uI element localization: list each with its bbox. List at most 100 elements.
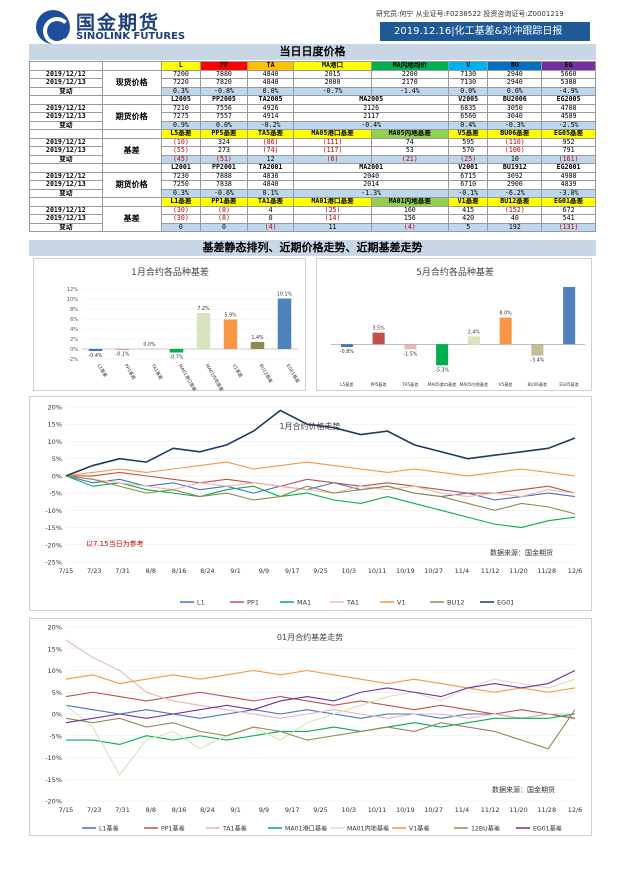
- x-tick-label: 11/4: [455, 567, 470, 575]
- chart-jan-basis-trend: -20% -15% -10% -5% 0% 5% 10% 15% 20% 7/15 7/23 7/31…: [45, 624, 582, 833]
- series-line: [65, 409, 576, 477]
- data-label: -1.5%: [403, 351, 417, 357]
- bar: [142, 349, 157, 350]
- legend-label: MA01港口基差: [285, 825, 327, 833]
- table-cell: (4): [370, 222, 449, 232]
- table-cell: 7880: [200, 69, 248, 79]
- table-header-cell: PP1基差: [200, 197, 248, 207]
- row-label: 变动: [29, 86, 103, 96]
- table-cell: 0.3%: [160, 86, 202, 96]
- x-tick-label: TA5基差: [401, 381, 418, 387]
- bar: [563, 287, 576, 345]
- y-tick-label: -10%: [45, 507, 62, 515]
- table-corner-cell: [29, 197, 103, 207]
- table-cell: (152): [487, 205, 543, 215]
- table-cell: 0: [200, 222, 248, 232]
- table-header-cell: L1基差: [160, 197, 202, 207]
- registration-info: 研究员:何宁 从业证号:F0238522 投资咨询证号:Z0001219: [376, 10, 564, 18]
- table-cell: 192: [487, 222, 543, 232]
- table-cell: -0.6%: [200, 188, 248, 198]
- data-label: -0.7%: [170, 355, 184, 361]
- series-line: [65, 670, 576, 724]
- group-label: 现货价格: [101, 69, 162, 96]
- table-header-cell: TA2001: [246, 163, 295, 173]
- y-tick-label: 2%: [70, 337, 78, 343]
- table-cell: 7200: [160, 69, 202, 79]
- table-cell: 4836: [246, 171, 295, 181]
- legend-label: BU12: [447, 599, 465, 607]
- group-label: 基差: [101, 205, 162, 232]
- legend-label: PP1: [247, 599, 259, 607]
- table-header-cell: EG2005: [541, 95, 596, 105]
- x-tick-label: BU06基差: [528, 381, 548, 387]
- bar: [404, 344, 417, 350]
- table-cell: -0.4%: [293, 120, 449, 130]
- x-tick-label: 10/3: [341, 567, 356, 575]
- x-tick-label: 7/15: [59, 806, 74, 814]
- table-row: 2019/12/12 基差 (10) 324 (86) (111) 74 595 (110) 95…: [29, 137, 596, 164]
- table-cell: 2014: [293, 180, 449, 190]
- x-tick-label: EG05基差: [559, 381, 579, 387]
- x-tick-label: 10/19: [396, 806, 415, 814]
- row-label: 2019/12/12: [29, 137, 103, 147]
- chart-title: 1月合约价格走势: [279, 421, 340, 431]
- table-header-cell: MA05内地基差: [370, 129, 449, 139]
- table-cell: 791: [541, 146, 596, 156]
- table-cell: -6.2%: [487, 188, 543, 198]
- y-tick-label: -2%: [68, 357, 78, 363]
- table-cell: 2040: [293, 171, 449, 181]
- section-daily-price: 当日日度价格: [29, 44, 596, 60]
- table-cell: 3050: [487, 103, 543, 113]
- table-cell: (8): [200, 214, 248, 224]
- table-corner-cell: [29, 95, 103, 105]
- table-row: 2019/12/12 期货价格 7230 7888 4836 2040 6715 3092 49…: [29, 171, 596, 198]
- y-tick-label: -20%: [45, 541, 62, 549]
- x-tick-label: 7/31: [115, 806, 130, 814]
- table-cell: -0.7%: [293, 86, 372, 96]
- x-tick-label: 7/23: [87, 567, 102, 575]
- x-tick-label: BU12基差: [258, 363, 275, 385]
- table-corner-cell: [29, 163, 103, 173]
- table-header-cell: BU06基差: [487, 129, 543, 139]
- table-cell: (6): [293, 154, 372, 164]
- table-cell: 7820: [200, 78, 248, 88]
- table-header-cell: L2001: [160, 163, 202, 173]
- x-tick-label: 7/23: [87, 806, 102, 814]
- table-header-cell: MA05港口基差: [293, 129, 372, 139]
- x-tick-label: L5基差: [340, 381, 353, 387]
- table-header-cell: MA港口: [293, 61, 372, 71]
- x-tick-label: 7/31: [115, 567, 130, 575]
- legend-label: L1基差: [99, 825, 119, 833]
- data-label: 5.9%: [224, 313, 237, 319]
- table-cell: 4840: [246, 69, 295, 79]
- table-header-cell: MA内地均价: [370, 61, 449, 71]
- table-cell: 11: [293, 222, 372, 232]
- x-tick-label: 10/11: [368, 806, 387, 814]
- table-cell: 7557: [200, 112, 248, 122]
- y-tick-label: -25%: [45, 559, 62, 567]
- table-cell: 541: [541, 214, 596, 224]
- y-tick-label: -15%: [45, 776, 62, 784]
- x-tick-label: 11/20: [509, 567, 528, 575]
- legend-label: V1基差: [409, 825, 430, 833]
- bar: [499, 317, 512, 345]
- data-label: 2.4%: [468, 329, 481, 335]
- row-label: 2019/12/12: [29, 205, 103, 215]
- bar: [436, 344, 449, 366]
- x-tick-label: 9/17: [285, 806, 300, 814]
- table-cell: 4988: [541, 171, 596, 181]
- table-cell: (4): [246, 222, 295, 232]
- series-line: [65, 475, 576, 515]
- table-cell: (10): [160, 137, 202, 147]
- y-tick-label: 8%: [70, 307, 78, 313]
- table-cell: 2117: [293, 112, 449, 122]
- table-cell: 0.3%: [160, 188, 202, 198]
- table-cell: 2940: [487, 69, 543, 79]
- table-cell: (74): [246, 146, 295, 156]
- y-tick-label: 5%: [52, 689, 62, 697]
- table-cell: 3092: [487, 171, 543, 181]
- x-tick-label: PP5基差: [371, 381, 387, 387]
- x-tick-label: TA1基差: [149, 362, 164, 382]
- price-table: L PP TA MA港口 MA内地均价 V BU EG 2019/12/12 现货价格 7200 78…: [29, 61, 596, 232]
- table-cell: 0.0%: [447, 86, 489, 96]
